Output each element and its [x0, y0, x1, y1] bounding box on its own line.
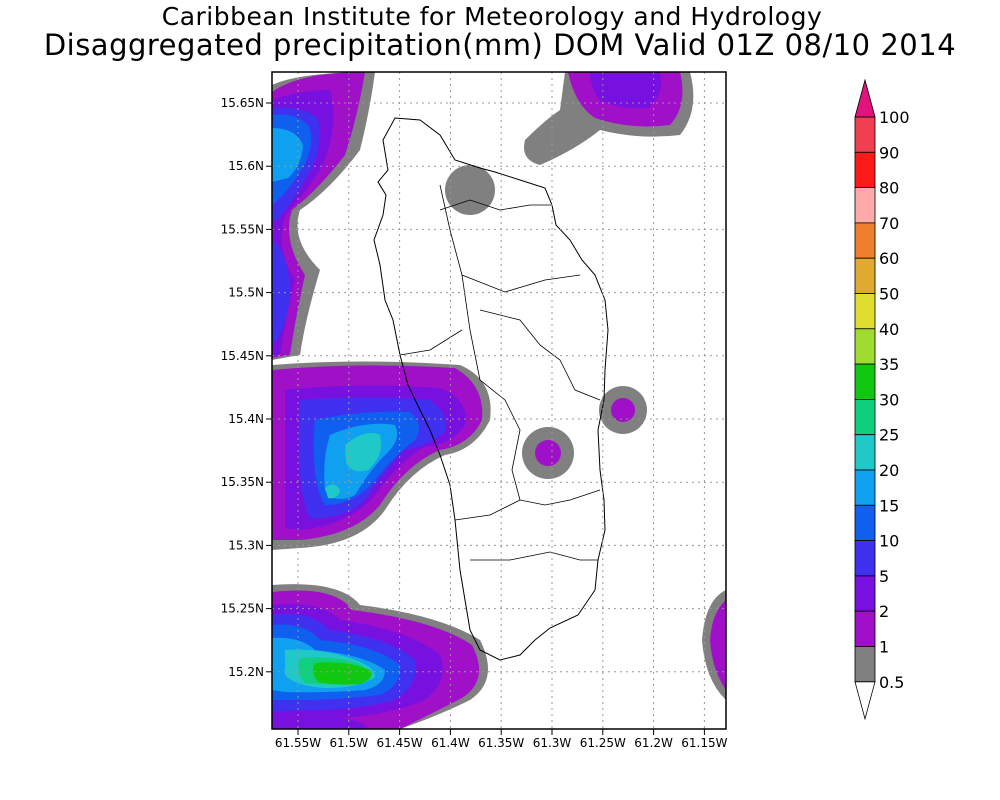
lon-label: 61.45W	[376, 736, 422, 750]
colorbar-label: 40	[879, 320, 899, 339]
lon-label: 61.15W	[681, 736, 727, 750]
precip-bottom-30	[313, 662, 372, 685]
precip-north-circle	[445, 165, 495, 215]
colorbar-label: 1	[879, 638, 889, 657]
colorbar-label: 20	[879, 461, 899, 480]
lon-label: 61.35W	[478, 736, 524, 750]
colorbar-swatch	[854, 398, 876, 436]
colorbar-swatch	[854, 504, 876, 541]
precip-left-strip	[272, 240, 290, 345]
lat-label: 15.4N	[228, 412, 264, 426]
figure-subtitle: Disaggregated precipitation(mm) DOM Vali…	[43, 28, 957, 62]
precip-center-circle-1	[535, 440, 561, 466]
colorbar-label: 10	[879, 532, 899, 551]
lon-label: 61.2W	[634, 736, 673, 750]
colorbar-label: 5	[879, 567, 889, 586]
colorbar-swatch	[854, 116, 876, 153]
colorbar-label: 70	[879, 214, 899, 233]
figure-title: Caribbean Institute for Meteorology and …	[161, 2, 823, 31]
colorbar-label: 50	[879, 285, 899, 304]
colorbar-swatch	[854, 575, 876, 612]
precip-topright-2	[590, 72, 662, 109]
colorbar-label: 60	[879, 249, 899, 268]
colorbar-label: 25	[879, 426, 899, 445]
lat-label: 15.5N	[228, 286, 264, 300]
precip-bottom-edge	[272, 712, 370, 729]
lat-label: 15.3N	[228, 538, 264, 552]
precip-mid-20b	[325, 484, 340, 499]
colorbar-label: 30	[879, 390, 899, 409]
precip-fields	[272, 72, 726, 729]
colorbar-swatch	[854, 222, 876, 259]
map-grid	[266, 72, 726, 735]
colorbar-label: 15	[879, 496, 899, 515]
colorbar-swatch	[854, 328, 876, 365]
colorbar-swatch	[854, 187, 876, 224]
precip-rightedge-1	[710, 600, 726, 690]
colorbar: 100 90 80 70 60 50 40 35 30 25 20 15 10 5 2 1 0.5	[854, 78, 910, 721]
colorbar-swatch	[854, 469, 876, 506]
colorbar-swatch	[854, 151, 876, 189]
latitude-labels: 15.65N 15.6N 15.55N 15.5N 15.45N 15.4N 15.35N 1…	[221, 96, 264, 679]
colorbar-swatch	[854, 257, 876, 294]
precip-mid-20a	[345, 432, 382, 472]
lat-label: 15.55N	[221, 222, 264, 236]
lon-label: 61.55W	[275, 736, 321, 750]
colorbar-label: 80	[879, 179, 899, 198]
colorbar-swatch	[854, 363, 876, 400]
parish-borders	[399, 184, 601, 561]
colorbar-top-arrow	[854, 78, 876, 118]
colorbar-label: 35	[879, 355, 899, 374]
colorbar-swatch	[854, 293, 876, 330]
lat-label: 15.65N	[221, 96, 264, 110]
colorbar-swatch	[854, 434, 876, 471]
lat-label: 15.25N	[221, 602, 264, 616]
lat-label: 15.35N	[221, 475, 264, 489]
lon-label: 61.3W	[533, 736, 572, 750]
lat-label: 15.6N	[228, 159, 264, 173]
precip-topleft-15	[272, 128, 303, 182]
lat-label: 15.2N	[228, 665, 264, 679]
colorbar-swatch	[854, 540, 876, 577]
lon-label: 61.5W	[330, 736, 369, 750]
colorbar-swatch	[854, 610, 876, 647]
colorbar-label: 2	[879, 602, 889, 621]
precip-east-circle-1	[611, 398, 635, 422]
lon-label: 61.4W	[431, 736, 470, 750]
colorbar-label: 100	[879, 108, 910, 127]
colorbar-swatch	[854, 646, 876, 683]
map-frame	[271, 71, 727, 730]
lon-label: 61.25W	[580, 736, 626, 750]
colorbar-label: 90	[879, 143, 899, 162]
colorbar-label: 0.5	[879, 673, 904, 692]
colorbar-bottom-arrow	[854, 681, 876, 721]
lat-label: 15.45N	[221, 349, 264, 363]
longitude-labels: 61.55W 61.5W 61.45W 61.4W 61.35W 61.3W 61.25W 6…	[275, 736, 728, 750]
